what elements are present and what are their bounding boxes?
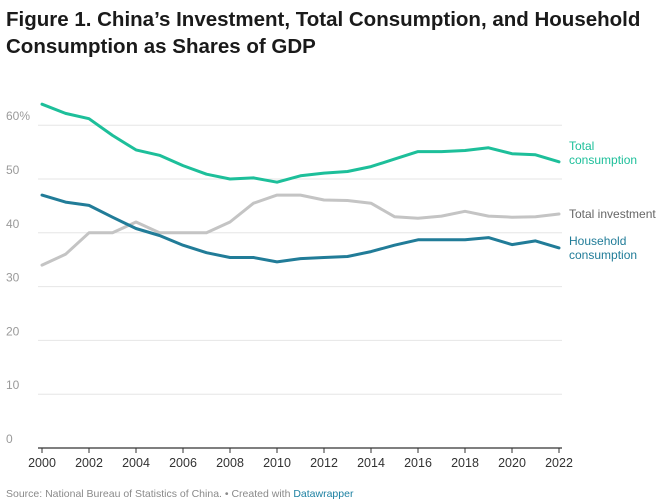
y-tick-label: 20 [6, 324, 20, 338]
x-tick-label: 2012 [310, 456, 338, 470]
x-tick-label: 2020 [498, 456, 526, 470]
y-tick-label: 60% [6, 109, 30, 123]
y-tick-label: 50 [6, 163, 20, 177]
x-tick-label: 2014 [357, 456, 385, 470]
gridlines [38, 124, 562, 449]
series-line-total-investment [40, 193, 561, 267]
y-tick-label: 0 [6, 432, 13, 446]
x-tick-label: 2000 [28, 456, 56, 470]
x-tick-label: 2016 [404, 456, 432, 470]
x-tick-label: 2022 [545, 456, 573, 470]
chart-title: Figure 1. China’s Investment, Total Cons… [6, 8, 641, 58]
series-line-total-consumption [40, 102, 561, 184]
x-tick-label: 2010 [263, 456, 291, 470]
source-note: Source: National Bureau of Statistics of… [6, 488, 294, 500]
chart-footer: Source: National Bureau of Statistics of… [6, 488, 353, 500]
x-tick-label: 2018 [451, 456, 479, 470]
x-tick-label: 2002 [75, 456, 103, 470]
y-tick-label: 10 [6, 378, 20, 392]
series-line-household-consumption [40, 193, 561, 264]
y-tick-label: 30 [6, 271, 20, 285]
x-tick-label: 2006 [169, 456, 197, 470]
series-label-total-consumption: Total consumption [569, 139, 637, 167]
series-label-household-consumption: Household consumption [569, 234, 637, 262]
series-lines [40, 102, 561, 267]
series-label-total-investment: Total investment [569, 207, 656, 221]
datawrapper-link[interactable]: Datawrapper [293, 488, 354, 500]
series-labels: Total investment Household consumption Tota… [569, 139, 656, 262]
x-axis-ticks: 2000 2002 2004 2006 2008 2010 2012 2014 2016 2018… [28, 448, 573, 470]
x-tick-label: 2008 [216, 456, 244, 470]
y-axis-ticks: 0 10 20 30 40 50 60% [6, 109, 30, 446]
y-tick-label: 40 [6, 217, 20, 231]
x-tick-label: 2004 [122, 456, 150, 470]
